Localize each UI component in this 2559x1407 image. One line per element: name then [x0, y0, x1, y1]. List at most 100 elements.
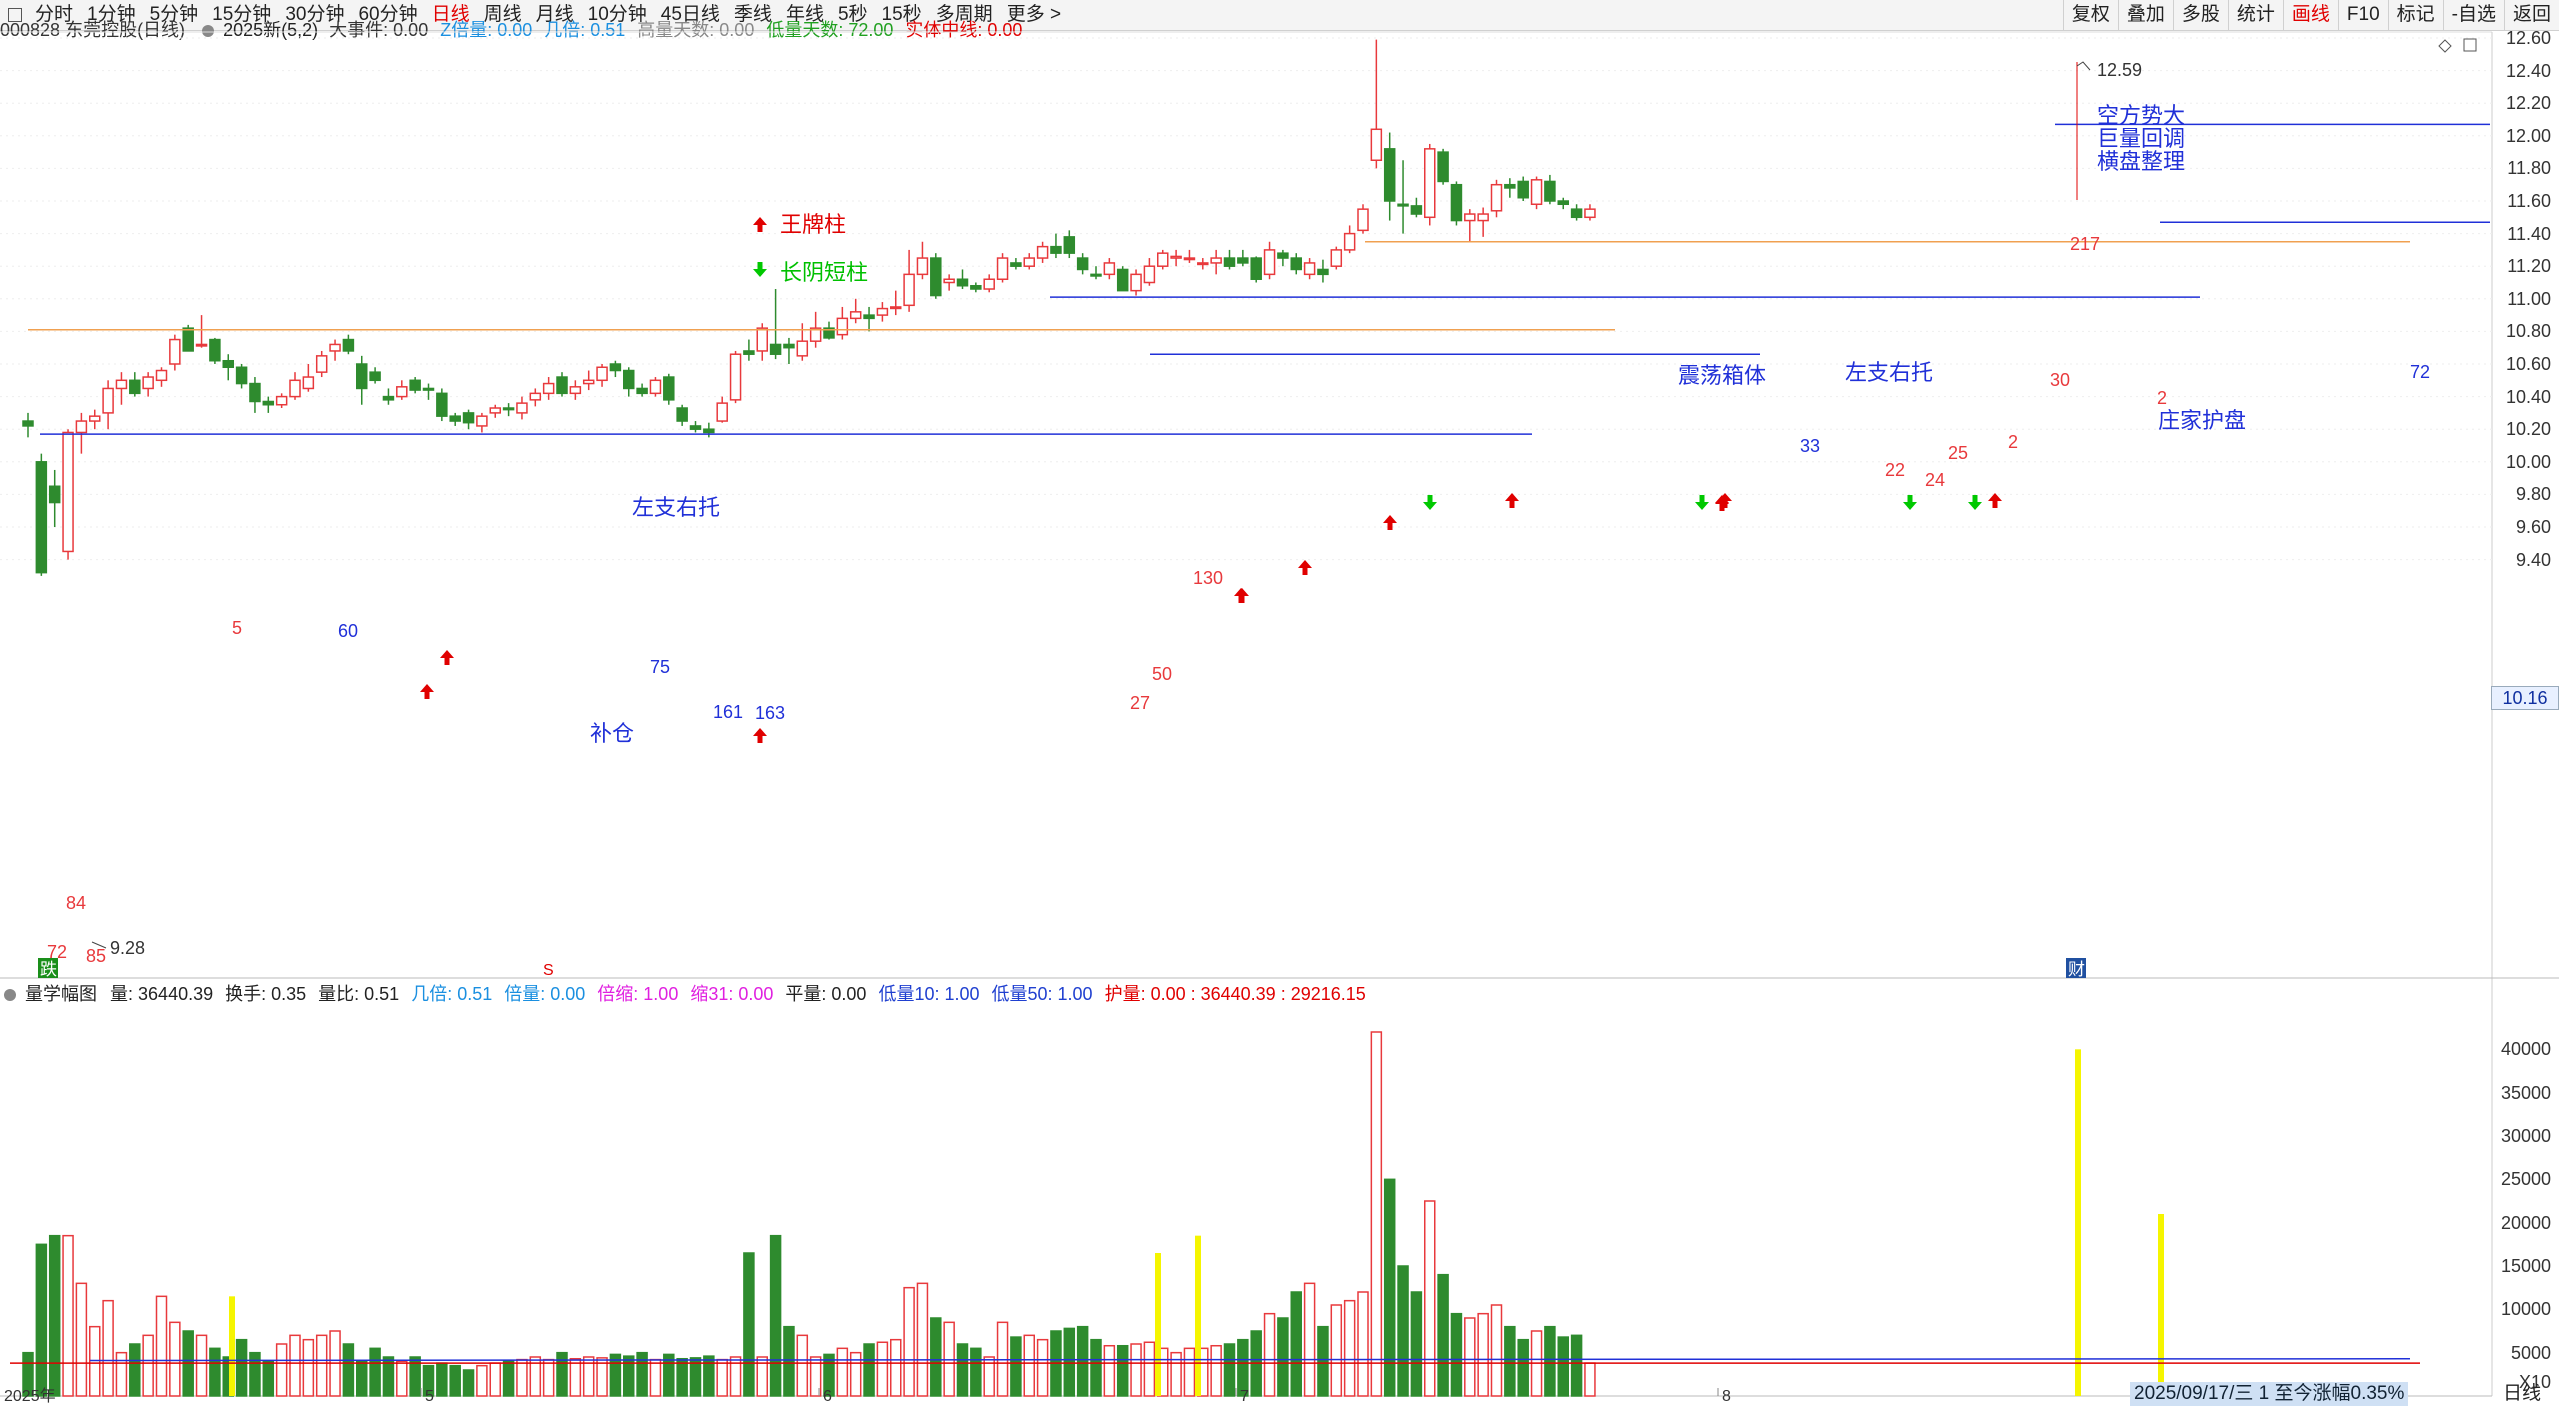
formula-settings-icon[interactable]: [202, 25, 215, 37]
volume-bar: [115, 1351, 128, 1397]
volume-bar: [1116, 1344, 1129, 1397]
candle-body: [903, 273, 915, 307]
period-tab[interactable]: 10分钟: [587, 4, 647, 25]
arrow-shaft: [1699, 495, 1705, 503]
period-tab[interactable]: 月线: [535, 4, 574, 25]
arrow-head: [1423, 502, 1437, 510]
price-tick: 10.20: [2505, 419, 2551, 440]
candle-body: [983, 278, 995, 290]
period-tab[interactable]: 15秒: [881, 4, 922, 25]
toolbar-button[interactable]: 标记: [2387, 0, 2443, 30]
candle-body: [1157, 252, 1169, 267]
period-tab[interactable]: 更多 >: [1006, 4, 1062, 25]
candle-body: [956, 278, 969, 287]
arrow-shaft: [1719, 503, 1725, 511]
period-tab[interactable]: 周线: [483, 4, 522, 25]
candle-body: [142, 376, 154, 390]
volume-bar: [529, 1356, 542, 1397]
candle-body: [209, 338, 221, 362]
period-tab[interactable]: 5秒: [837, 4, 868, 25]
period-tab[interactable]: 多周期: [935, 4, 993, 25]
price-tick: 9.60: [2515, 517, 2551, 537]
candle-body: [1424, 148, 1436, 219]
volume-indicator-name[interactable]: 量学幅图: [25, 984, 98, 1004]
period-tab[interactable]: 分时: [35, 4, 74, 25]
candle-body: [849, 311, 862, 320]
candle-body: [916, 257, 929, 276]
candle-body: [783, 343, 795, 349]
toolbar-button[interactable]: F10: [2337, 0, 2388, 30]
toolbar-button[interactable]: 复权: [2062, 0, 2118, 30]
volume-settings-icon[interactable]: [4, 989, 16, 1001]
indicator-value: 低量10: 1.00: [878, 984, 980, 1004]
candle-body: [1170, 255, 1182, 259]
arrow-head: [1968, 502, 1982, 510]
candle-body: [249, 382, 261, 403]
volume-bar: [1303, 1282, 1316, 1397]
candle-body: [195, 343, 208, 347]
window-icon: [2463, 38, 2477, 52]
volume-bar: [1143, 1341, 1156, 1397]
volume-tick: 35000: [2500, 1082, 2551, 1103]
candle-body: [315, 355, 328, 373]
volume-bar: [1570, 1334, 1583, 1397]
toolbar-button[interactable]: 返回: [2503, 0, 2559, 30]
volume-bar: [1517, 1338, 1529, 1397]
indicator-value: 量比: 0.51: [318, 984, 400, 1004]
period-tab[interactable]: 1分钟: [87, 4, 136, 25]
candle-body: [422, 387, 435, 391]
month-label: 8: [1722, 1388, 1731, 1405]
toolbar-button[interactable]: -自选: [2442, 0, 2504, 30]
candle-body: [356, 363, 368, 390]
volume-bar: [849, 1351, 862, 1397]
panel-toggle-icon[interactable]: [8, 8, 22, 22]
low-price-label: 9.28: [110, 938, 145, 958]
price-tick: 12.00: [2505, 125, 2551, 146]
candle-body: [743, 350, 755, 355]
candle-body: [222, 359, 234, 369]
indicator-value: 平量: 0.00: [785, 984, 867, 1004]
price-tick: 11.00: [2507, 288, 2551, 309]
bar-number: 33: [1800, 436, 1820, 456]
formula-name[interactable]: 2025新(5,2): [223, 20, 319, 40]
volume-bar: [1343, 1299, 1356, 1397]
period-tab[interactable]: 45日线: [660, 4, 720, 25]
period-tab[interactable]: 日线: [431, 4, 470, 25]
arrow-head: [440, 650, 454, 658]
candle-body: [930, 257, 942, 297]
toolbar-button[interactable]: 叠加: [2117, 0, 2173, 30]
candle-body: [823, 327, 835, 339]
toolbar-button[interactable]: 多股: [2172, 0, 2228, 30]
candle-body: [1063, 236, 1076, 254]
volume-bar: [703, 1355, 715, 1397]
bar-number: 60: [338, 621, 358, 641]
volume-bar: [235, 1338, 248, 1397]
period-tab[interactable]: 15分钟: [212, 4, 272, 25]
candle-body: [302, 376, 315, 390]
period-tab[interactable]: 5分钟: [149, 4, 199, 25]
bar-number: 2: [2008, 432, 2018, 452]
candle-body: [663, 376, 675, 401]
indicator-value: 缩31: 0.00: [690, 984, 774, 1004]
legend-up-arrow: [753, 217, 767, 232]
period-tab[interactable]: 30分钟: [285, 4, 345, 25]
toolbar-button[interactable]: 统计: [2227, 0, 2283, 30]
period-tab[interactable]: 年线: [785, 4, 824, 25]
bar-number: 75: [650, 657, 670, 677]
candle-body: [1490, 183, 1503, 212]
diamond-icon: [2438, 39, 2452, 53]
bar-number: 30: [2050, 370, 2070, 390]
candle-body: [649, 379, 662, 395]
volume-bar: [275, 1343, 288, 1397]
arrow-head: [1715, 496, 1729, 504]
period-tab[interactable]: 60分钟: [358, 4, 418, 25]
toolbar-button[interactable]: 画线: [2282, 0, 2338, 30]
volume-bar: [743, 1252, 755, 1397]
candle-body: [623, 369, 635, 390]
buy-arrow: [1505, 493, 1519, 508]
month-label: 7: [1240, 1388, 1249, 1405]
candle-body: [1130, 273, 1142, 292]
indicator-value: 高量天数: 0.00: [637, 20, 755, 40]
period-tab[interactable]: 季线: [733, 4, 772, 25]
